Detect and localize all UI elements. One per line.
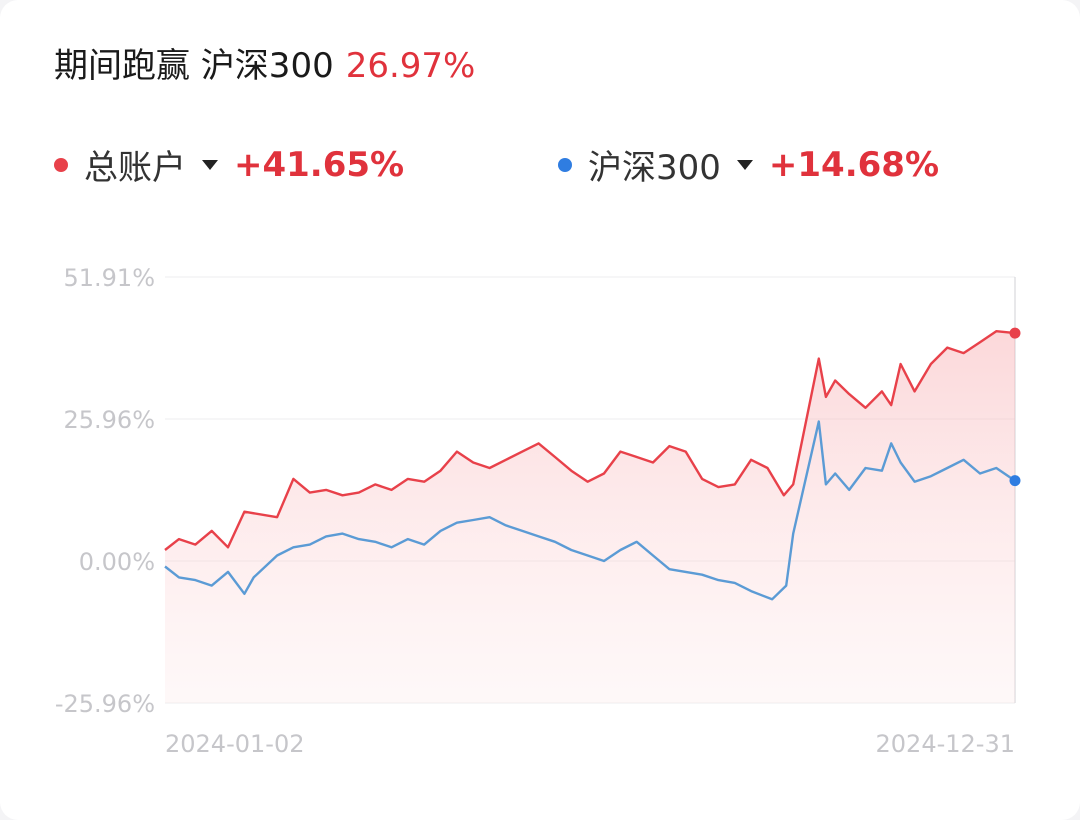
series-line-1	[164, 420, 1016, 601]
legend-value: +14.68%	[768, 144, 940, 185]
legend-name: 总账户	[84, 148, 186, 188]
legend-name: 沪深300	[588, 148, 721, 188]
series-end-point-1	[1009, 475, 1021, 487]
outperform-value: 26.97%	[345, 46, 476, 86]
x-tick-label: 2024-01-02	[165, 730, 304, 758]
caret-down-icon[interactable]	[202, 159, 218, 170]
legend-dot-icon	[54, 157, 68, 172]
x-tick-label: 2024-12-31	[876, 730, 1015, 758]
legend-item-csi300[interactable]: 沪深300 +14.68%	[558, 140, 939, 189]
y-tick-label: 25.96%	[63, 406, 155, 434]
y-tick-label: 0.00%	[79, 548, 155, 576]
y-tick-label: 51.91%	[63, 264, 155, 292]
series-line-0	[164, 330, 1016, 551]
legend-dot-icon	[558, 157, 572, 172]
series-area-0	[165, 331, 1015, 703]
y-tick-label: -25.96%	[55, 690, 155, 718]
series-end-point-0	[1009, 327, 1021, 339]
legend-value: +41.65%	[234, 144, 405, 185]
legend-item-total-account[interactable]: 总账户 +41.65%	[54, 140, 404, 189]
page-title: 期间跑赢 沪深300 26.97%	[54, 38, 475, 87]
caret-down-icon[interactable]	[736, 159, 753, 170]
title-text: 期间跑赢 沪深300	[54, 46, 334, 86]
